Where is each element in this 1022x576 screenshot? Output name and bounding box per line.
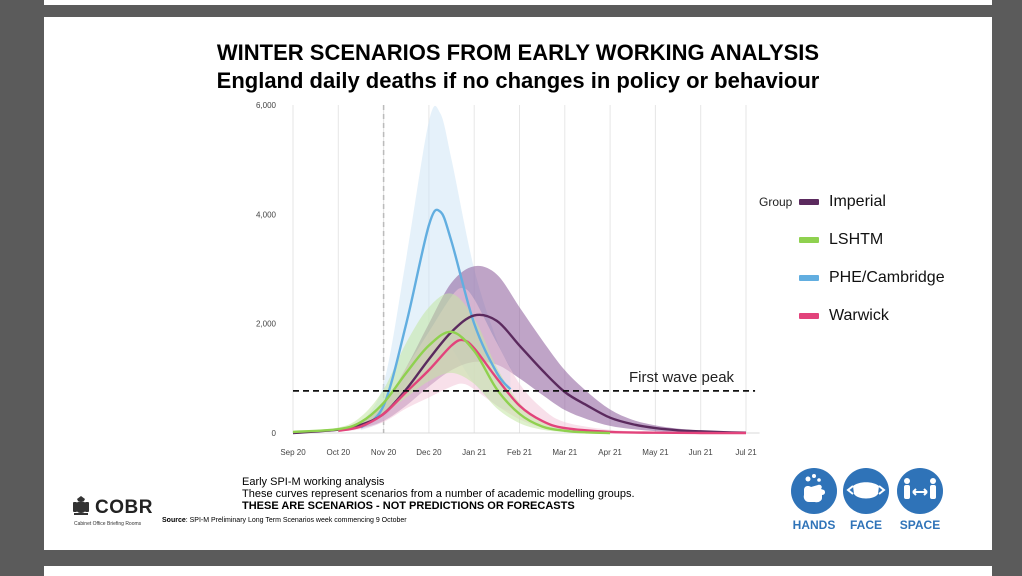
x-tick-label: Mar 21 bbox=[552, 448, 577, 457]
cobr-subtitle: Cabinet Office Briefing Rooms bbox=[74, 521, 142, 527]
x-tick-label: Nov 20 bbox=[371, 448, 397, 457]
space-badge: SPACE bbox=[894, 468, 946, 532]
legend-item-imperial: Imperial bbox=[799, 190, 886, 214]
y-tick-label: 6,000 bbox=[256, 101, 277, 110]
note-working-analysis: Early SPI-M working analysis bbox=[242, 476, 385, 488]
x-tick-label: Jun 21 bbox=[689, 448, 714, 457]
first-wave-peak-label: First wave peak bbox=[629, 369, 735, 386]
line-lshtm bbox=[292, 330, 611, 435]
source-note: Source: SPI-M Preliminary Long Term Scen… bbox=[162, 517, 407, 524]
y-tick-label: 0 bbox=[272, 429, 277, 438]
legend-swatch-warwick bbox=[799, 313, 819, 319]
x-tick-label: Dec 20 bbox=[416, 448, 442, 457]
note-warning: THESE ARE SCENARIOS - NOT PREDICTIONS OR… bbox=[242, 500, 575, 512]
line-warwick bbox=[338, 338, 747, 435]
notes: Early SPI-M working analysis These curve… bbox=[242, 476, 635, 512]
cobr-name: COBR bbox=[95, 497, 153, 518]
legend-item-phe-cambridge: PHE/Cambridge bbox=[799, 266, 945, 290]
x-tick-label: Sep 20 bbox=[280, 448, 306, 457]
source-text: : SPI-M Preliminary Long Term Scenarios … bbox=[185, 517, 407, 524]
x-tick-label: May 21 bbox=[642, 448, 669, 457]
legend-label-warwick: Warwick bbox=[829, 307, 889, 324]
space-label: SPACE bbox=[899, 518, 941, 532]
legend-item-lshtm: LSHTM bbox=[799, 228, 883, 252]
legend-item-warwick: Warwick bbox=[799, 304, 889, 328]
hands-icon bbox=[791, 468, 837, 514]
space-distance-icon bbox=[897, 468, 943, 514]
deaths-chart: 0 2,000 4,000 6,000 Sep 20 Oct 20 Nov 20 Dec 20… bbox=[256, 101, 760, 457]
band-lshtm bbox=[293, 293, 611, 433]
note-curves: These curves represent scenarios from a … bbox=[242, 488, 635, 500]
x-tick-label: Feb 21 bbox=[507, 448, 532, 457]
legend-label-phe-cambridge: PHE/Cambridge bbox=[829, 269, 945, 286]
slide: WINTER SCENARIOS FROM EARLY WORKING ANAL… bbox=[44, 17, 992, 550]
line-phe-cambridge bbox=[360, 208, 512, 429]
hands-label: HANDS bbox=[792, 518, 836, 532]
legend-title: Group bbox=[759, 195, 793, 209]
source-label: Source bbox=[162, 517, 186, 524]
previous-slide-edge bbox=[44, 0, 992, 5]
royal-crest-icon bbox=[73, 496, 89, 515]
x-tick-label: Jan 21 bbox=[462, 448, 487, 457]
slide-title: WINTER SCENARIOS FROM EARLY WORKING ANAL… bbox=[216, 40, 820, 65]
legend-label-lshtm: LSHTM bbox=[829, 231, 884, 248]
legend-swatch-imperial bbox=[799, 199, 819, 205]
y-tick-label: 2,000 bbox=[256, 320, 277, 329]
face-label: FACE bbox=[849, 518, 882, 532]
slide-subtitle: England daily deaths if no changes in po… bbox=[216, 68, 820, 93]
legend-swatch-phe-cambridge bbox=[799, 275, 819, 281]
x-tick-label: Jul 21 bbox=[735, 448, 757, 457]
next-slide-edge bbox=[44, 566, 992, 576]
legend-label-imperial: Imperial bbox=[829, 193, 886, 210]
legend-swatch-lshtm bbox=[799, 237, 819, 243]
x-tick-label: Apr 21 bbox=[598, 448, 622, 457]
face-mask-icon bbox=[843, 468, 889, 514]
x-tick-label: Oct 20 bbox=[327, 448, 351, 457]
face-badge: FACE bbox=[840, 468, 892, 532]
y-tick-label: 4,000 bbox=[256, 210, 277, 219]
hands-badge: HANDS bbox=[788, 468, 840, 532]
